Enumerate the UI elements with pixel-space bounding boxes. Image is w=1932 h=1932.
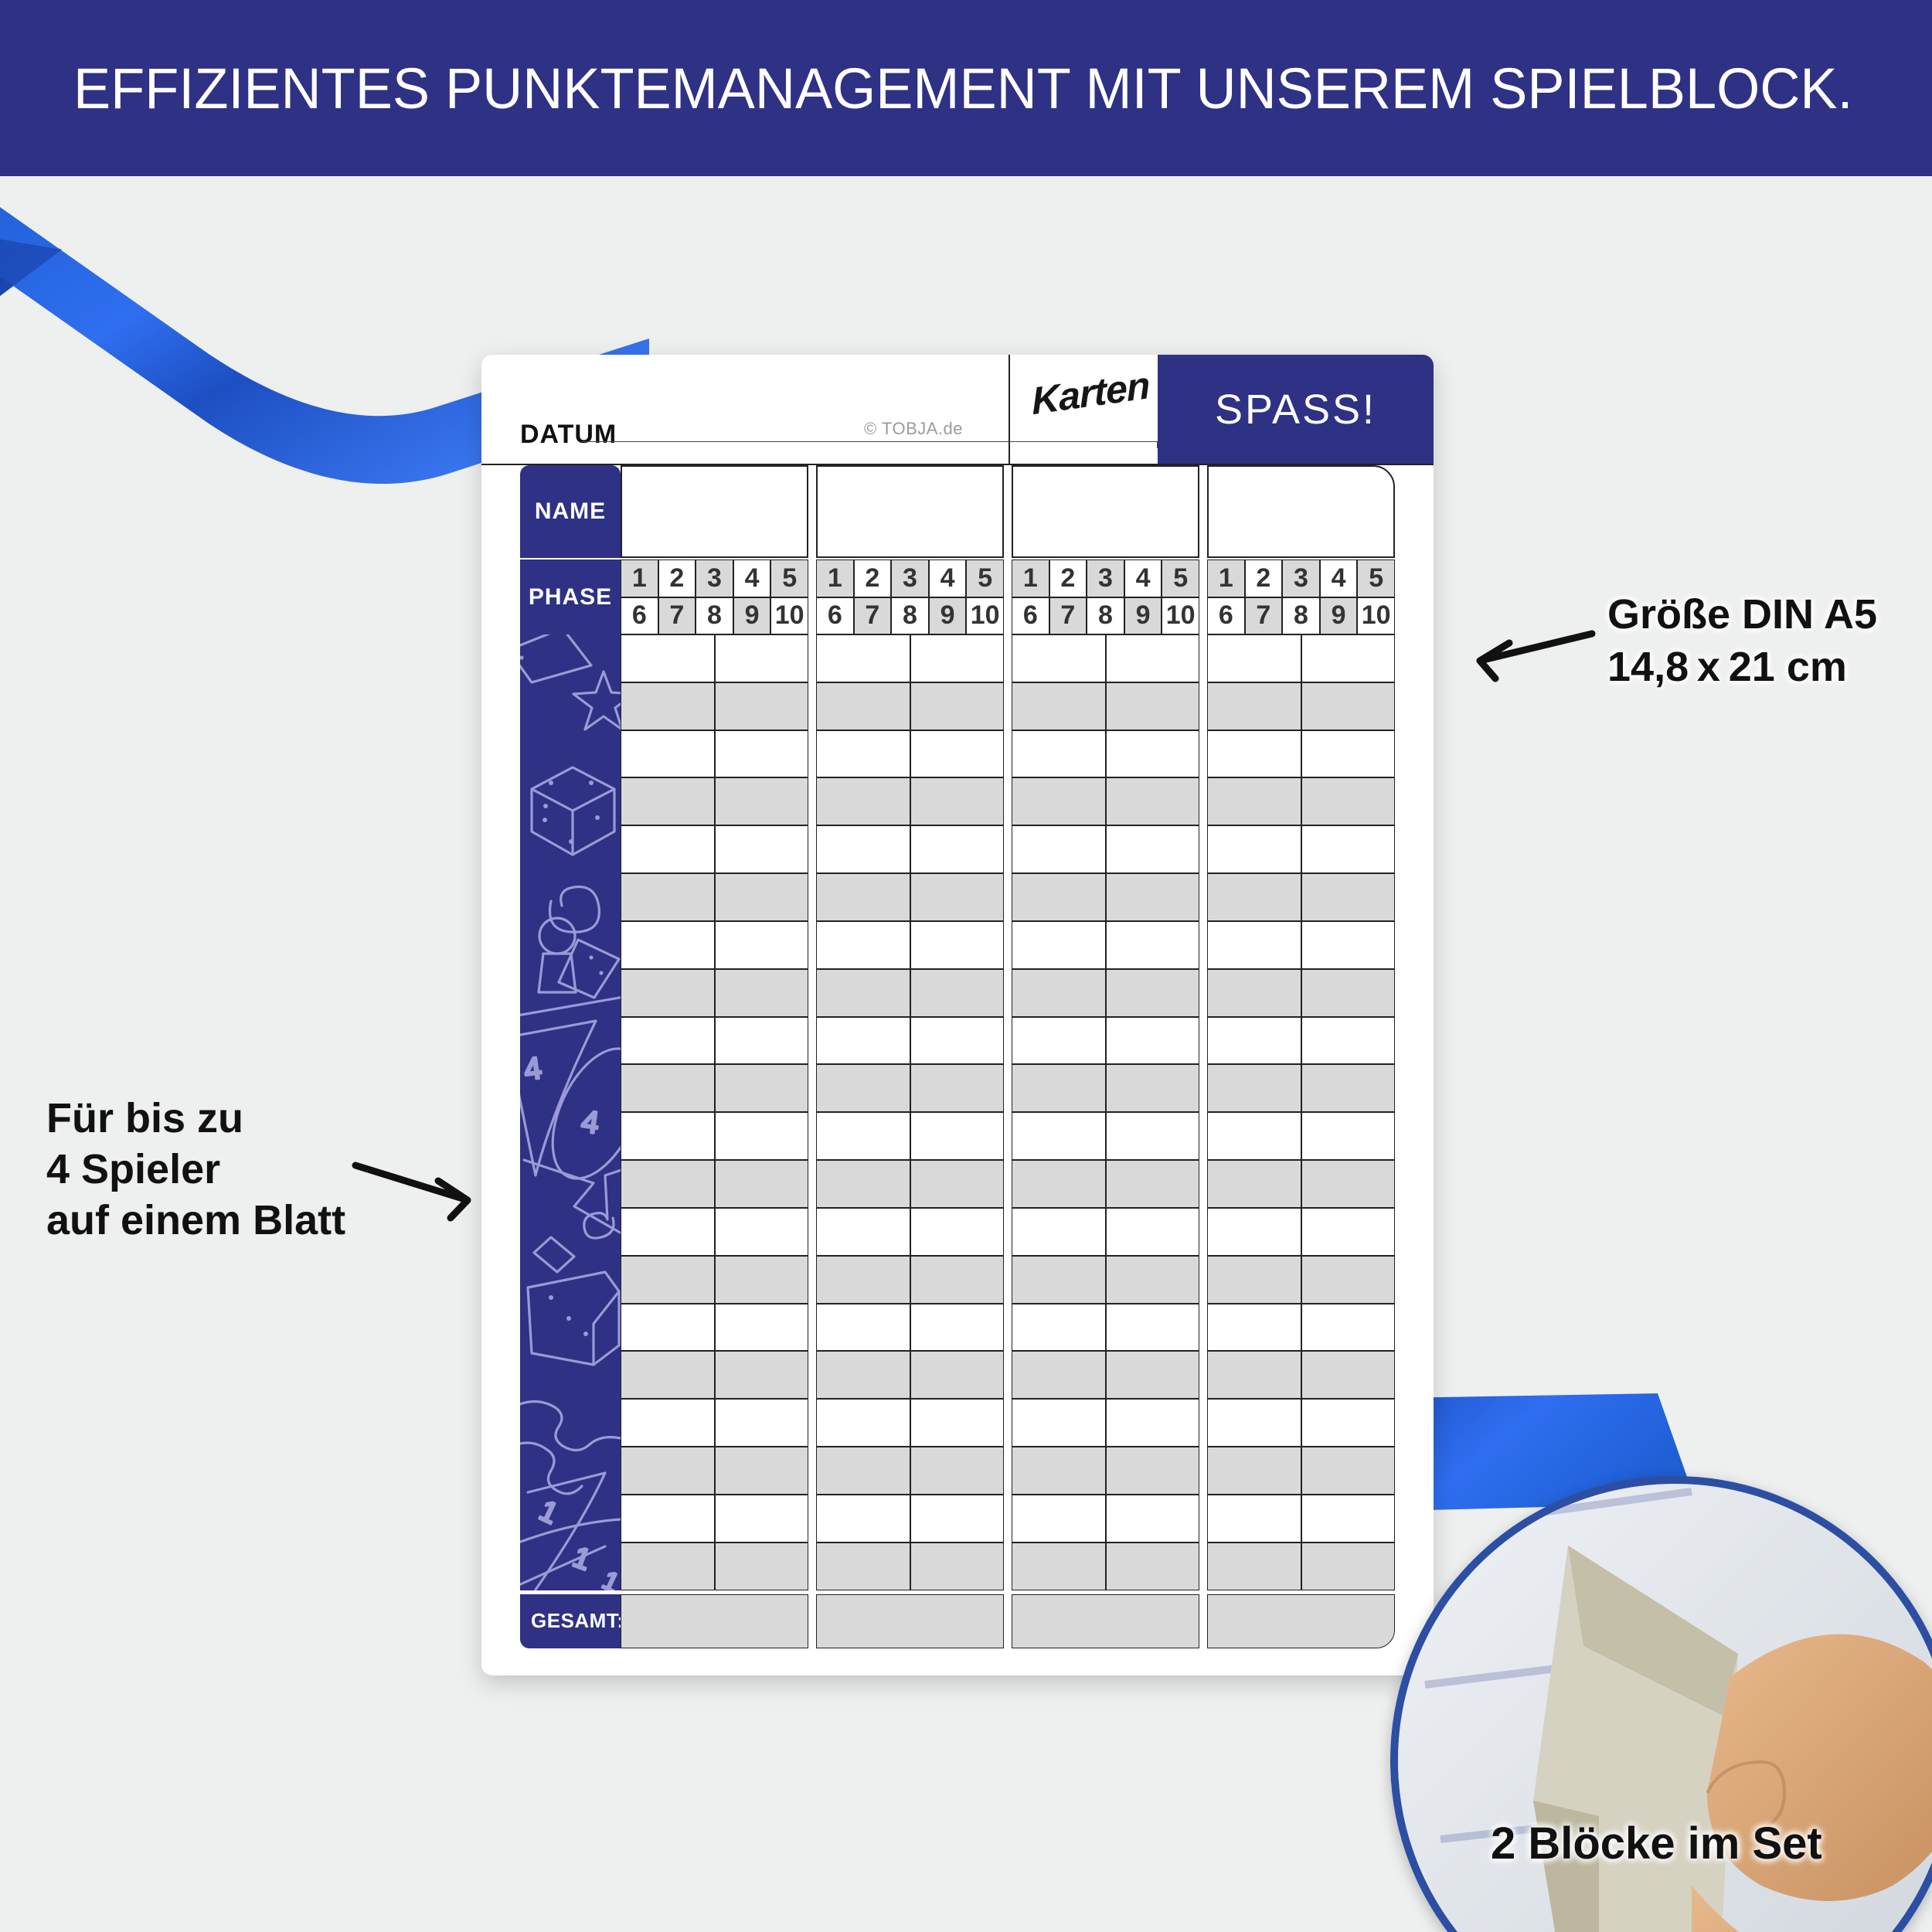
svg-text:1: 1 <box>534 1495 563 1531</box>
svg-text:1: 1 <box>569 1541 595 1577</box>
svg-text:Karten: Karten <box>1031 363 1151 423</box>
svg-text:4: 4 <box>522 1051 543 1087</box>
svg-text:1: 1 <box>598 1566 621 1590</box>
svg-text:4: 4 <box>580 1104 601 1141</box>
